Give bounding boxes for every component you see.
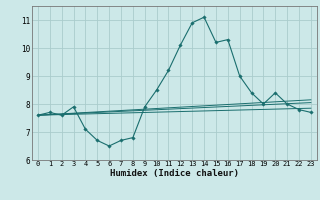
X-axis label: Humidex (Indice chaleur): Humidex (Indice chaleur) — [110, 169, 239, 178]
